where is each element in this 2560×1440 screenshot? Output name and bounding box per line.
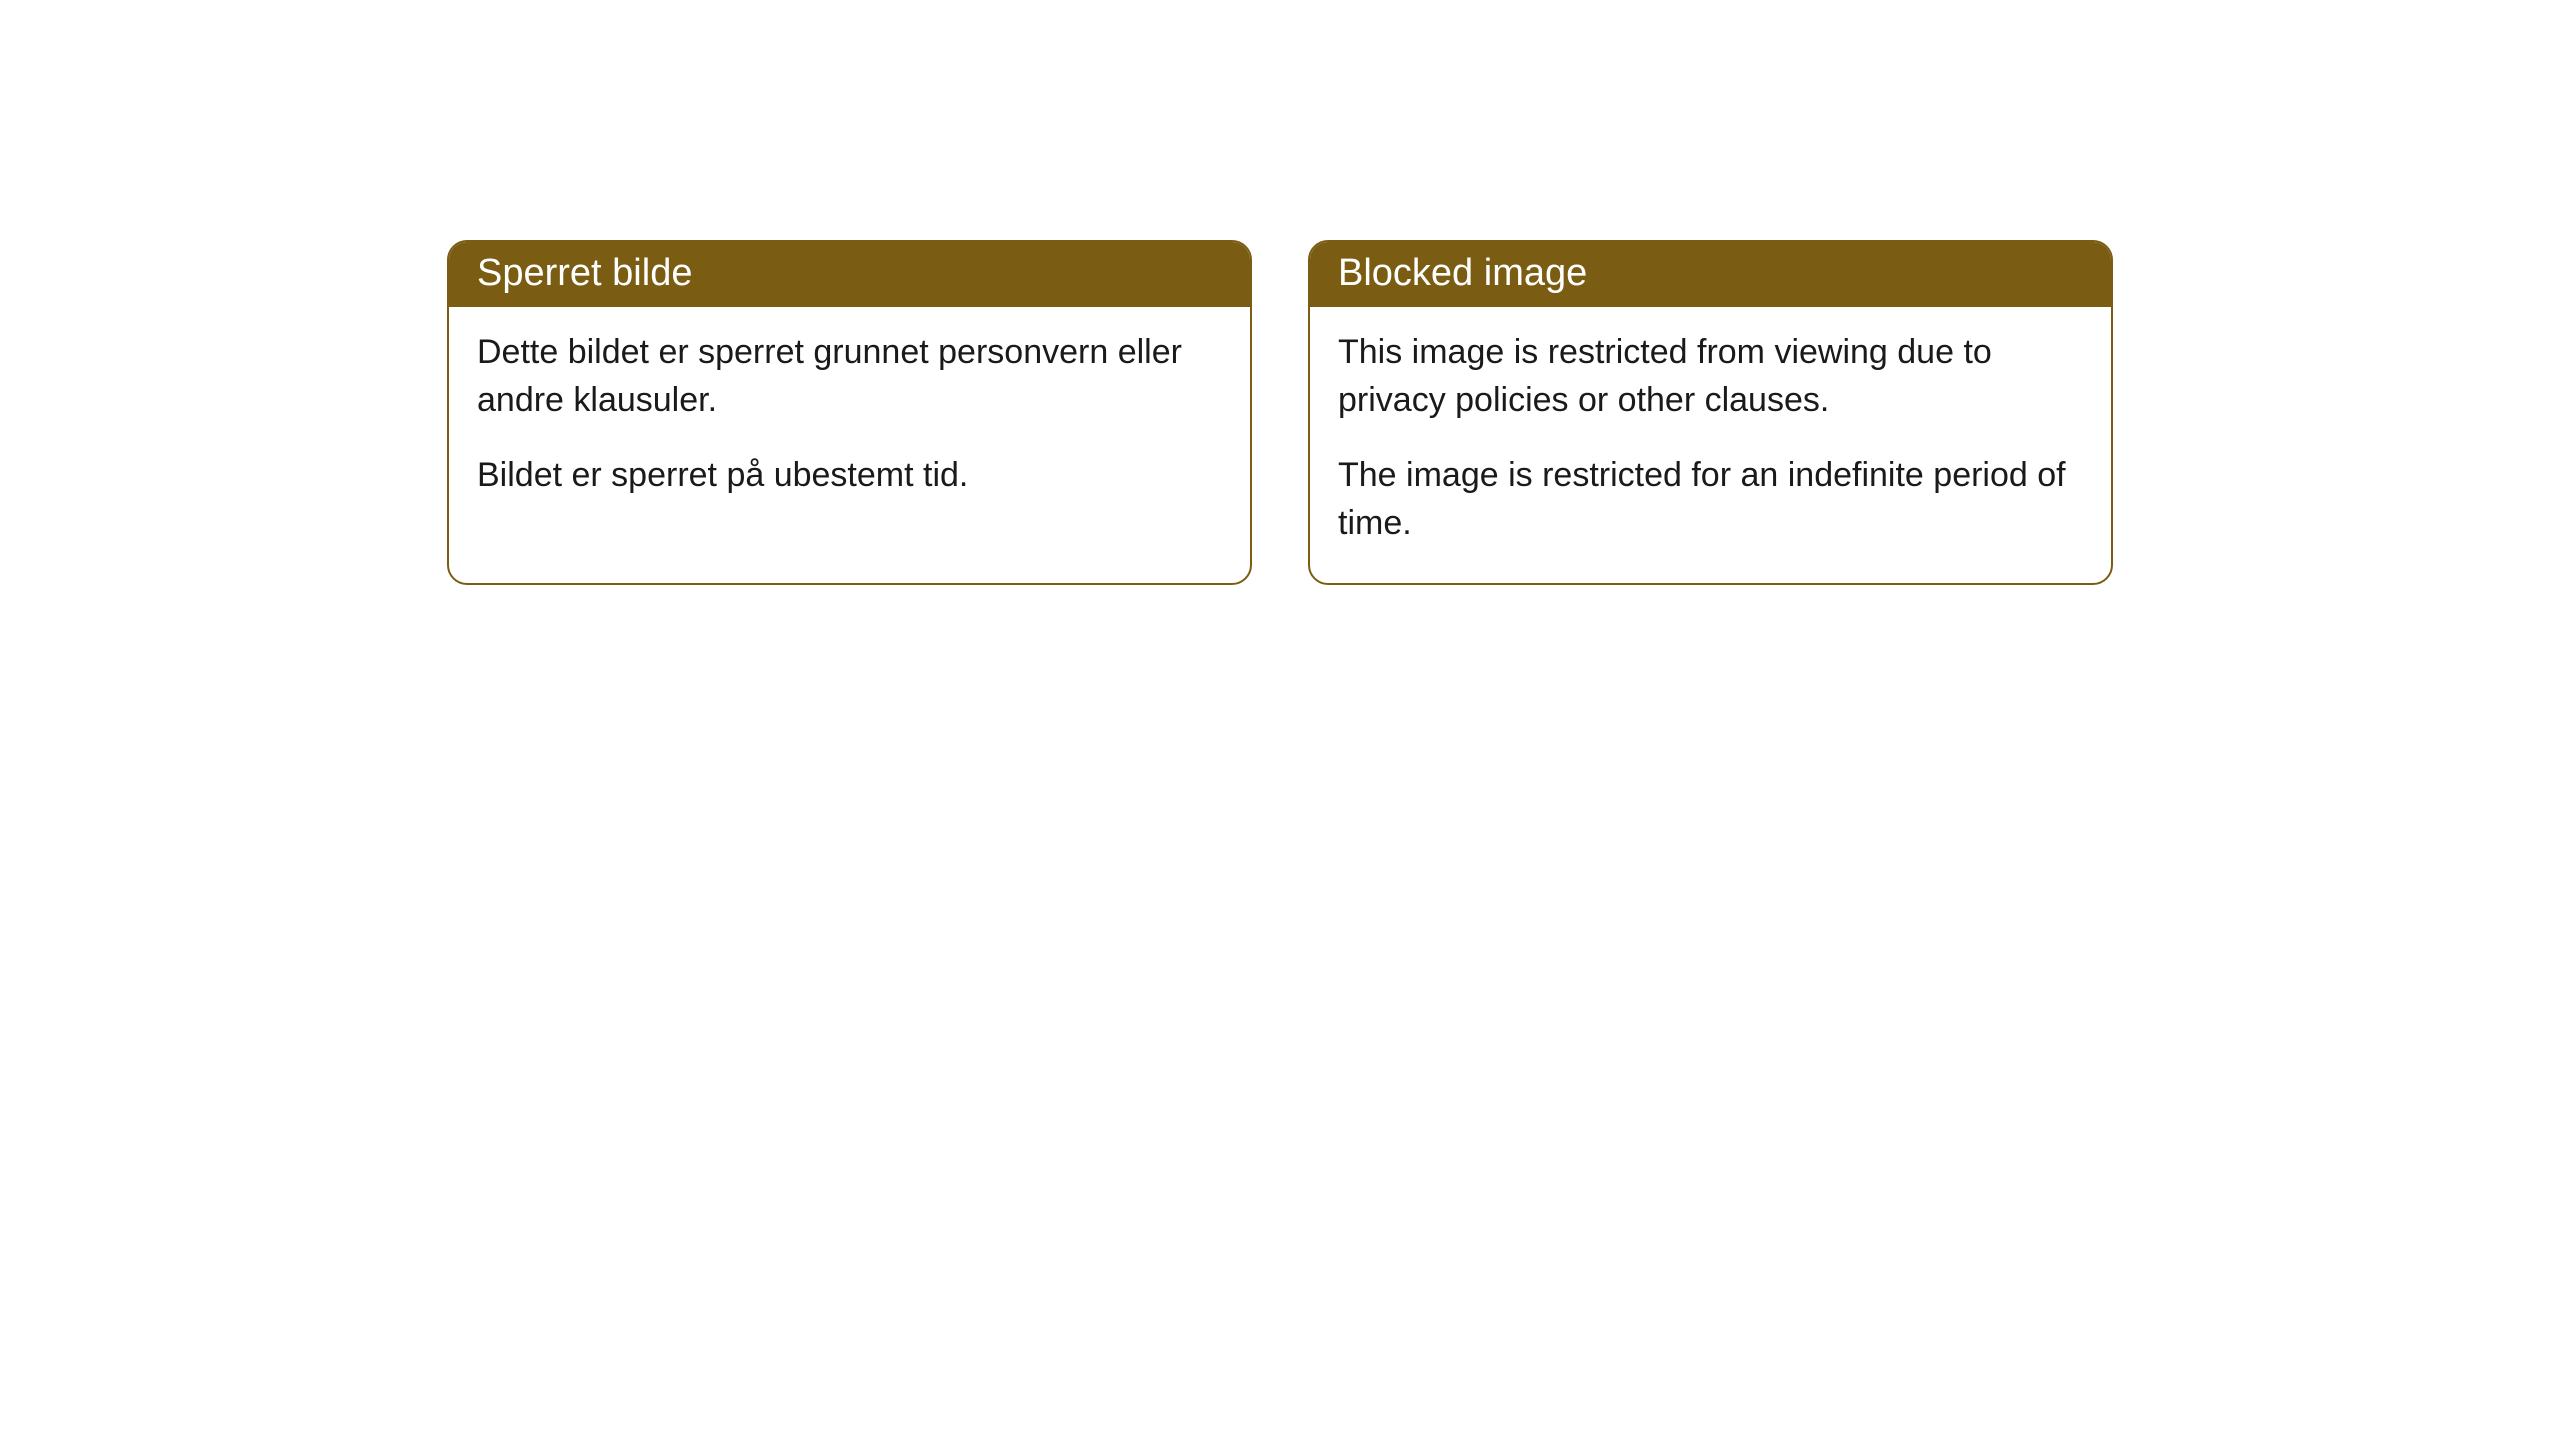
card-text-en-1: This image is restricted from viewing du… xyxy=(1338,329,2083,424)
card-body-en: This image is restricted from viewing du… xyxy=(1310,307,2111,583)
card-text-no-1: Dette bildet er sperret grunnet personve… xyxy=(477,329,1222,424)
card-header-no: Sperret bilde xyxy=(449,242,1250,307)
card-header-en: Blocked image xyxy=(1310,242,2111,307)
card-text-no-2: Bildet er sperret på ubestemt tid. xyxy=(477,452,1222,500)
blocked-image-card-en: Blocked image This image is restricted f… xyxy=(1308,240,2113,585)
card-body-no: Dette bildet er sperret grunnet personve… xyxy=(449,307,1250,536)
notice-cards-container: Sperret bilde Dette bildet er sperret gr… xyxy=(447,240,2113,585)
card-text-en-2: The image is restricted for an indefinit… xyxy=(1338,452,2083,547)
blocked-image-card-no: Sperret bilde Dette bildet er sperret gr… xyxy=(447,240,1252,585)
